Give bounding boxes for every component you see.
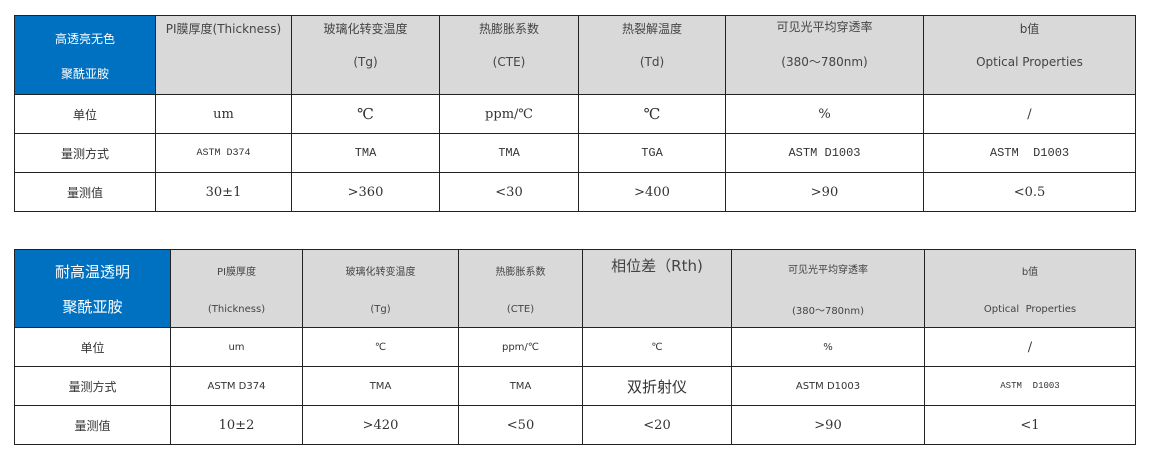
- header-tg: 玻璃化转变温度 (Tg): [291, 15, 440, 95]
- table-cell: ASTM D1003: [923, 133, 1136, 173]
- header-line2: Optical Properties: [976, 54, 1083, 69]
- header-row: 耐高温透明聚酰亚胺 PI膜厚度 (Thickness) 玻璃化转变温度 (Tg) 热…: [14, 249, 1136, 328]
- header-tg: 玻璃化转变温度 (Tg): [302, 249, 459, 328]
- table-cell: <1: [924, 405, 1136, 445]
- header-line1: 可见光平均穿透率: [788, 264, 868, 276]
- table-cell: TGA: [578, 133, 726, 173]
- header-rth: 相位差（Rth): [582, 249, 732, 328]
- header-b-value: b值 Optical Properties: [923, 15, 1136, 95]
- table-cell: <20: [582, 405, 732, 445]
- header-line2: Optical Properties: [983, 303, 1077, 315]
- header-line2: (380～780nm): [791, 305, 865, 317]
- table-row-value: 量测值 30±1 >360 <30 >400 >90 <0.5: [14, 172, 1136, 212]
- header-line1: 热膨胀系数: [478, 21, 539, 36]
- header-line1: PI膜厚度(Thickness): [165, 21, 282, 36]
- header-b-value: b值 Optical Properties: [924, 249, 1136, 328]
- header-line1: 玻璃化转变温度: [323, 21, 408, 36]
- product-name-cell: 高透亮无色 聚酰亚胺: [14, 15, 156, 95]
- table-cell: %: [731, 327, 925, 367]
- table-row-unit: 单位 um ℃ ppm/℃ ℃ % /: [14, 327, 1136, 367]
- table-cell: /: [924, 327, 1136, 367]
- table-cell: >90: [731, 405, 925, 445]
- table-cell: TMA: [302, 366, 459, 406]
- header-transmittance: 可见光平均穿透率 (380～780nm): [725, 15, 924, 95]
- header-cte: 热膨胀系数 (CTE): [439, 15, 579, 95]
- table-cell: >360: [291, 172, 440, 212]
- header-line1: 相位差（Rth): [611, 257, 703, 275]
- table-cell: ASTM D1003: [924, 366, 1136, 406]
- table-row-method: 量测方式 ASTM D374 TMA TMA TGA ASTM D1003 AS…: [14, 133, 1136, 173]
- header-line2: (CTE): [492, 54, 526, 69]
- product-name-line1: 耐高温透明: [54, 262, 130, 281]
- table-cell: TMA: [291, 133, 440, 173]
- table-cell: ASTM D374: [155, 133, 292, 173]
- row-label: 量测值: [14, 172, 156, 212]
- table-cell: ppm/℃: [439, 94, 579, 134]
- header-thickness: PI膜厚度(Thickness): [155, 15, 292, 95]
- table-cell: <50: [458, 405, 583, 445]
- header-line1: PI膜厚度: [217, 266, 256, 278]
- table-cell: um: [170, 327, 303, 367]
- row-label: 量测方式: [14, 133, 156, 173]
- table-cell: ASTM D374: [170, 366, 303, 406]
- header-line2: (Td): [639, 54, 665, 69]
- table-cell: ℃: [578, 94, 726, 134]
- header-line2: (380～780nm): [781, 55, 868, 69]
- row-label: 量测方式: [14, 366, 171, 406]
- header-cte: 热膨胀系数 (CTE): [458, 249, 583, 328]
- table-row-value: 量测值 10±2 >420 <50 <20 >90 <1: [14, 405, 1136, 445]
- header-line2: (Tg): [370, 303, 391, 315]
- header-line1: b值: [1019, 21, 1040, 36]
- table-cell: >90: [725, 172, 924, 212]
- header-line2: (Tg): [353, 54, 378, 69]
- table-cell: >420: [302, 405, 459, 445]
- header-row: 高透亮无色聚酰亚胺 PI膜厚度(Thickness) 玻璃化转变温度 (Tg) 热…: [14, 15, 1136, 95]
- table-cell: ℃: [302, 327, 459, 367]
- row-label: 量测值: [14, 405, 171, 445]
- table-cell: ℃: [582, 327, 732, 367]
- header-line2: [156, 55, 291, 69]
- table-cell: >400: [578, 172, 726, 212]
- table-cell: TMA: [439, 133, 579, 173]
- table-row-method: 量测方式 ASTM D374 TMA TMA 双折射仪 ASTM D1003 A…: [14, 366, 1136, 406]
- table-cell: ASTM D1003: [731, 366, 925, 406]
- header-line1: 热裂解温度: [621, 21, 682, 36]
- table-cell: um: [155, 94, 292, 134]
- header-line2: (Thickness): [207, 303, 266, 315]
- spec-table-high-temp-transparent-pi: 耐高温透明聚酰亚胺 PI膜厚度 (Thickness) 玻璃化转变温度 (Tg) 热…: [14, 249, 1136, 445]
- table-cell: <0.5: [923, 172, 1136, 212]
- table-cell: 10±2: [170, 405, 303, 445]
- header-line1: 玻璃化转变温度: [345, 266, 416, 278]
- table-cell: TMA: [458, 366, 583, 406]
- header-line2: (CTE): [506, 303, 535, 315]
- table-cell: /: [923, 94, 1136, 134]
- header-thickness: PI膜厚度 (Thickness): [170, 249, 303, 328]
- product-name-line2: 聚酰亚胺: [62, 297, 123, 316]
- header-line1: b值: [1021, 266, 1039, 278]
- row-label: 单位: [14, 94, 156, 134]
- header-transmittance: 可见光平均穿透率 (380～780nm): [731, 249, 925, 328]
- spec-table-high-clarity-colorless-pi: 高透亮无色聚酰亚胺 PI膜厚度(Thickness) 玻璃化转变温度 (Tg) 热…: [14, 15, 1136, 212]
- table-row-unit: 单位 um ℃ ppm/℃ ℃ % /: [14, 94, 1136, 134]
- row-label: 单位: [14, 327, 171, 367]
- table-cell: %: [725, 94, 924, 134]
- table-cell: 双折射仪: [582, 366, 732, 406]
- header-line1: 热膨胀系数: [495, 266, 546, 278]
- table-cell: ASTM D1003: [725, 133, 924, 173]
- header-line1: 可见光平均穿透率: [776, 20, 873, 34]
- product-name-line2: 聚酰亚胺: [60, 67, 109, 81]
- table-cell: <30: [439, 172, 579, 212]
- header-td: 热裂解温度 (Td): [578, 15, 726, 95]
- product-name-cell: 耐高温透明 聚酰亚胺: [14, 249, 171, 328]
- table-cell: 30±1: [155, 172, 292, 212]
- table-cell: ℃: [291, 94, 440, 134]
- table-cell: ppm/℃: [458, 327, 583, 367]
- product-name-line1: 高透亮无色: [54, 32, 115, 46]
